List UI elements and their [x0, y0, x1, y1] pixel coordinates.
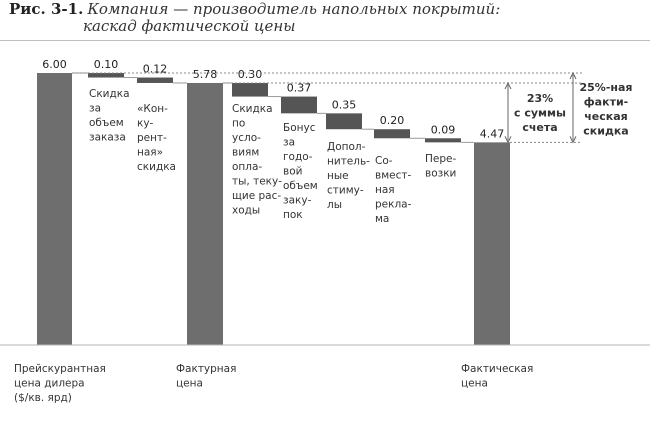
value-label-1: 6.00 [42, 58, 67, 71]
category-label-2-line-2: за [89, 103, 101, 115]
category-label-1-line-2: цена дилера [14, 378, 85, 390]
category-label-2-line-1: Скидка [89, 88, 130, 100]
value-label-3: 0.12 [143, 63, 168, 76]
annotation-1-line-1: 23% [527, 92, 553, 105]
category-label-5-line-6: ты, теку- [232, 176, 282, 188]
category-label-5-line-5: опла- [232, 161, 262, 173]
bar-8 [374, 129, 410, 139]
figure-title-line1: Компания — производитель напольных покры… [87, 0, 501, 18]
category-label-8-line-2: вмест- [375, 170, 411, 182]
bar-4 [187, 82, 223, 346]
category-label-8-line-3: ная [375, 184, 395, 196]
annotation-2-line-2: факти- [584, 96, 628, 109]
category-label-1-line-1: Прейскурантная [14, 363, 106, 375]
category-label-10-line-2: цена [461, 378, 488, 390]
category-label-6-line-1: Бонус [283, 122, 316, 134]
category-label-9-line-2: возки [425, 168, 456, 180]
arrow-invoice-pct-head-bottom [504, 136, 512, 144]
category-label-5-line-2: по [232, 118, 245, 130]
figure-title-line2: каскад фактической цены [83, 17, 296, 35]
category-label-3-line-5: скидка [137, 161, 176, 173]
bar-5 [232, 82, 268, 97]
category-label-5-line-4: виям [232, 147, 259, 159]
bar-1 [37, 73, 72, 345]
category-label-3-line-4: ная» [137, 147, 163, 159]
category-label-7-line-5: лы [327, 199, 342, 211]
category-label-6-line-4: вой [283, 166, 302, 178]
figure-header: Рис. 3-1. Компания — производитель напол… [9, 0, 639, 35]
value-label-4: 5.78 [193, 68, 218, 81]
annotation-2-line-3: ческая [584, 110, 627, 123]
category-label-6-line-6: заку- [283, 195, 312, 207]
bar-9 [425, 138, 461, 143]
bar-3 [137, 77, 173, 83]
value-label-7: 0.35 [332, 98, 357, 111]
category-label-3-line-3: рент- [137, 132, 167, 144]
bar-2 [88, 73, 124, 78]
category-label-2-line-4: заказа [89, 132, 126, 144]
value-label-9: 0.09 [431, 123, 456, 136]
category-label-7-line-2: нитель- [327, 156, 370, 168]
category-label-6-line-7: пок [283, 209, 303, 221]
value-label-5: 0.30 [238, 68, 263, 81]
category-label-8-line-4: рекла- [375, 199, 412, 211]
category-label-5-line-8: ходы [232, 205, 260, 217]
category-label-6-line-3: годо- [283, 151, 313, 163]
category-label-8-line-1: Со- [375, 155, 393, 167]
category-label-9-line-1: Пере- [425, 153, 456, 165]
bar-6 [281, 96, 317, 114]
header-rule [0, 40, 650, 41]
category-label-3-line-2: ку- [137, 118, 154, 130]
category-label-7-line-3: ные [327, 170, 349, 182]
category-label-2-line-3: объем [89, 117, 124, 129]
arrow-list-pct-head-top [569, 71, 577, 80]
arrow-list-pct-head-bottom [569, 136, 577, 144]
value-label-6: 0.37 [287, 82, 312, 95]
category-label-1-line-3: ($/кв. ярд) [14, 392, 72, 404]
bar-7 [326, 113, 362, 130]
category-label-5-line-3: усло- [232, 132, 261, 144]
arrow-invoice-pct-head-top [504, 81, 512, 90]
category-label-6-line-5: объем [283, 180, 318, 192]
value-label-8: 0.20 [380, 114, 405, 127]
category-label-10-line-1: Фактическая [461, 363, 533, 375]
category-label-7-line-4: стиму- [327, 185, 364, 197]
category-label-7-line-1: Допол- [327, 141, 366, 153]
annotation-2-line-4: скидка [583, 125, 628, 138]
category-label-6-line-2: за [283, 137, 295, 149]
figure-number: Рис. 3-1. [9, 0, 84, 18]
bar-10 [474, 142, 510, 345]
category-label-3-line-1: «Кон- [137, 103, 168, 115]
category-label-5-line-7: щие рас- [232, 190, 281, 202]
annotation-1-line-2: с суммы [514, 107, 566, 120]
category-label-4-line-1: Фактурная [176, 363, 236, 375]
value-label-2: 0.10 [94, 58, 119, 71]
annotation-2-line-1: 25%-ная [580, 81, 633, 94]
value-label-10: 4.47 [480, 127, 505, 140]
category-label-5-line-1: Скидка [232, 103, 273, 115]
annotation-1-line-3: счета [522, 121, 557, 134]
category-label-4-line-2: цена [176, 378, 203, 390]
category-label-8-line-5: ма [375, 213, 389, 225]
